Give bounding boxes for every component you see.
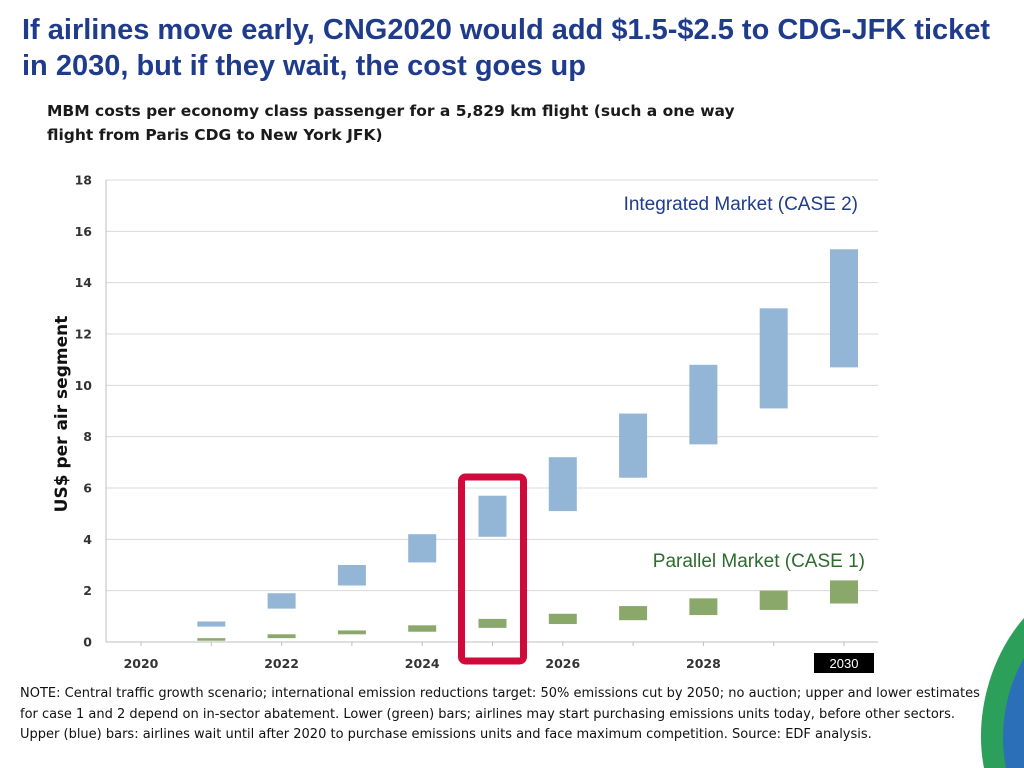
x-tick-label: 2026 (545, 656, 580, 671)
x-tick-label: 2030 (830, 656, 859, 671)
integrated-bar-2026 (548, 457, 577, 512)
integrated-bar-2025 (478, 495, 507, 537)
parallel-bar-2027 (619, 606, 648, 621)
integrated-bar-2027 (619, 413, 648, 478)
x-tick-label: 2020 (124, 656, 159, 671)
y-tick-label: 4 (83, 532, 92, 547)
parallel-bar-2023 (337, 630, 366, 635)
parallel-bar-2022 (267, 634, 296, 639)
y-tick-label: 8 (83, 429, 92, 444)
series-label-parallel: Parallel Market (CASE 1) (653, 551, 865, 572)
parallel-bar-2030 (830, 580, 858, 604)
integrated-bar-2028 (689, 364, 718, 445)
integrated-bar-2022 (267, 593, 296, 609)
y-axis-label: US$ per air segment (52, 316, 72, 513)
parallel-bar-2021 (197, 638, 226, 641)
parallel-bar-2029 (759, 590, 788, 610)
y-tick-label: 18 (75, 173, 92, 188)
x-tick-label: 2024 (405, 656, 440, 671)
parallel-bar-2025 (478, 618, 507, 628)
parallel-bar-2028 (689, 598, 718, 616)
y-tick-label: 12 (75, 327, 92, 342)
parallel-bar-2026 (548, 613, 577, 625)
chart-subtitle: MBM costs per economy class passenger fo… (47, 102, 735, 144)
series-label-integrated: Integrated Market (CASE 2) (624, 194, 858, 215)
x-tick-label: 2028 (686, 656, 721, 671)
y-tick-label: 2 (83, 583, 92, 598)
highlight-box-2025 (458, 473, 527, 665)
corner-swoosh-decoration (980, 618, 1024, 768)
y-tick-label: 16 (75, 224, 93, 239)
y-tick-label: 14 (75, 275, 93, 290)
parallel-bar-2024 (408, 625, 437, 632)
y-tick-label: 10 (75, 378, 93, 393)
y-tick-label: 0 (83, 635, 92, 650)
integrated-bar-2021 (197, 621, 226, 627)
range-bar-chart: 0 2 4 6 8 10 12 14 16 18 US$ per air segment Integr… (52, 173, 878, 673)
slide-title: If airlines move early, CNG2020 would ad… (22, 14, 991, 82)
x-label-box-2030 (814, 653, 874, 673)
integrated-bar-2029 (759, 308, 788, 409)
integrated-bar-2030 (830, 249, 858, 368)
footnote: NOTE: Central traffic growth scenario; i… (20, 686, 980, 742)
x-tick-label: 2022 (264, 656, 299, 671)
integrated-bar-2024 (408, 534, 437, 563)
integrated-bar-2023 (337, 565, 366, 586)
y-tick-label: 6 (83, 481, 92, 496)
